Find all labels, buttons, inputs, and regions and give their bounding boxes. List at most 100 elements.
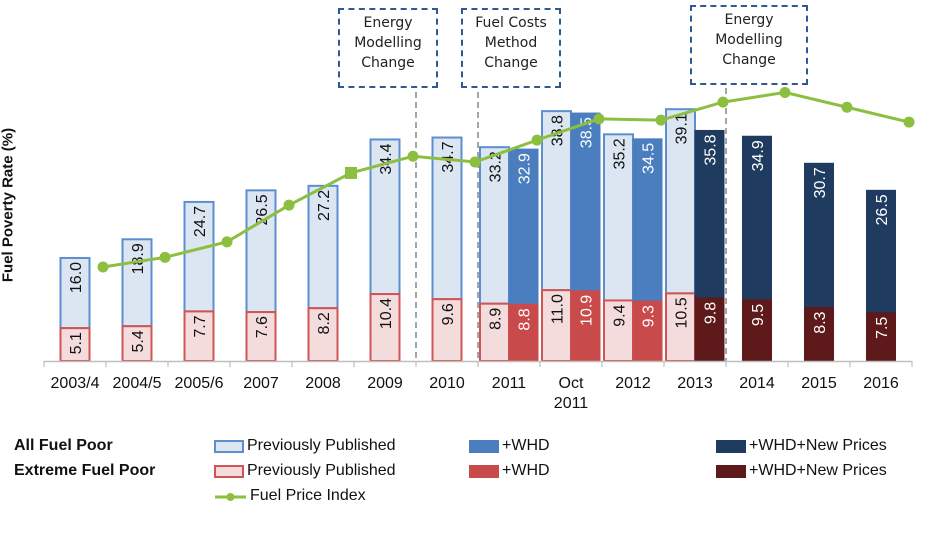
x-tick-label: 2010 — [429, 375, 465, 392]
bar-all-fuel-poor — [665, 108, 696, 295]
x-tick-label: 2012 — [615, 375, 651, 392]
annotation-line: Energy — [363, 15, 413, 31]
data-label-extreme: 9.5 — [750, 304, 767, 326]
data-label-all: 34.4 — [378, 143, 395, 174]
annotation-line: Change — [361, 55, 415, 71]
annotation-line: Change — [722, 52, 776, 68]
fuel-price-index-marker — [221, 236, 233, 248]
fuel-price-index-line — [102, 90, 910, 269]
x-tick-label: 2008 — [305, 375, 341, 392]
fuel-price-index-marker — [407, 150, 419, 162]
data-label-all: 16.0 — [68, 262, 85, 293]
annotation-line: Fuel Costs — [475, 15, 547, 31]
data-label-all: 32.9 — [517, 153, 534, 184]
legend-swatch — [214, 439, 244, 453]
data-label-extreme: 7.7 — [192, 315, 209, 337]
annotation-line: Method — [484, 35, 538, 51]
bar-extreme-fuel-poor — [369, 293, 401, 362]
data-label-extreme: 9.4 — [612, 304, 629, 326]
legend-swatch — [469, 439, 499, 453]
legend-swatch — [716, 439, 746, 453]
fuel-price-index-marker — [345, 166, 357, 179]
fuel-price-index-marker — [717, 96, 729, 108]
bar-all-fuel-poor — [245, 189, 277, 314]
bar-all-fuel-poor — [541, 110, 572, 292]
data-label-extreme: 10.5 — [674, 297, 691, 328]
bar-extreme-fuel-poor — [59, 327, 91, 363]
bar-all-fuel-poor — [694, 129, 725, 299]
legend-item-all-new: +WHD+New Prices — [716, 437, 887, 455]
data-label-extreme: 8.2 — [316, 312, 333, 334]
x-tick-label: Oct — [559, 375, 584, 392]
data-label-all: 39.1 — [674, 113, 691, 144]
data-label-all: 38.8 — [550, 115, 567, 146]
annotation-fuel-costs-method-change: Fuel Costs Method Change — [461, 8, 561, 88]
data-label-all: 18.9 — [130, 243, 147, 274]
bar-extreme-fuel-poor — [804, 307, 834, 362]
annotation-line: Modelling — [715, 32, 783, 48]
legend-swatch — [214, 464, 244, 478]
data-label-extreme: 11.0 — [550, 294, 567, 324]
bar-extreme-fuel-poor — [307, 307, 339, 362]
data-label-all: 34.9 — [750, 140, 767, 171]
bar-extreme-fuel-poor — [541, 289, 572, 362]
x-tick-label: 2016 — [863, 375, 899, 392]
legend-label: Fuel Price Index — [250, 487, 366, 504]
legend-item-fuel-price-index: Fuel Price Index — [214, 487, 366, 505]
x-tick-label: 2003/4 — [51, 375, 100, 392]
data-label-all: 26.5 — [874, 194, 891, 225]
legend-swatch — [716, 464, 746, 478]
legend-label: Previously Published — [247, 462, 396, 479]
bar-all-fuel-poor — [804, 162, 834, 309]
fuel-price-index-marker — [841, 101, 853, 113]
bar-extreme-fuel-poor — [694, 297, 725, 362]
bar-all-fuel-poor — [508, 148, 539, 305]
bar-all-fuel-poor — [866, 189, 896, 314]
x-tick-label: 2015 — [801, 375, 837, 392]
x-tick-label: 2005/6 — [175, 375, 224, 392]
legend-item-extreme-prev: Previously Published — [214, 462, 396, 480]
data-label-all: 24.7 — [192, 206, 209, 237]
legend-label: +WHD+New Prices — [749, 437, 887, 454]
legend-swatch — [469, 464, 499, 478]
data-label-extreme: 9.6 — [440, 303, 457, 325]
fuel-price-index-marker — [531, 134, 543, 146]
legend-item-all-prev: Previously Published — [214, 437, 396, 455]
bar-all-fuel-poor — [570, 112, 601, 292]
fuel-price-index-marker — [655, 114, 667, 126]
legend-label: +WHD — [502, 437, 550, 454]
bar-all-fuel-poor — [307, 184, 339, 310]
data-label-extreme: 10.4 — [378, 298, 395, 329]
x-tick-label: 2007 — [243, 375, 279, 392]
data-label-extreme: 9.8 — [703, 302, 720, 324]
fuel-price-index-marker — [593, 113, 605, 125]
data-label-all: 34.5 — [641, 143, 658, 174]
data-label-all: 34.7 — [440, 141, 457, 172]
fuel-price-index-marker — [159, 251, 171, 263]
legend-item-extreme-whd: +WHD — [469, 462, 550, 480]
data-label-all: 35.8 — [703, 134, 720, 165]
fuel-price-index-marker — [283, 199, 295, 211]
annotation-line: Energy — [724, 12, 774, 28]
x-tick-label: 2004/5 — [113, 375, 162, 392]
annotation-line: Change — [484, 55, 538, 71]
data-label-extreme: 10.9 — [579, 295, 596, 326]
x-tick-label: 2014 — [739, 375, 775, 392]
data-label-all: 35.2 — [612, 138, 629, 169]
data-label-all: 27.2 — [316, 190, 333, 221]
bar-all-fuel-poor — [431, 136, 463, 301]
bar-extreme-fuel-poor — [632, 300, 663, 362]
legend-item-extreme-new: +WHD+New Prices — [716, 462, 887, 480]
fuel-price-index-marker — [469, 156, 481, 168]
data-label-extreme: 7.6 — [254, 316, 271, 338]
data-label-extreme: 8.3 — [812, 311, 829, 333]
legend-label: Previously Published — [247, 437, 396, 454]
bar-extreme-fuel-poor — [665, 292, 696, 363]
legend-group-extreme-fuel-poor: Extreme Fuel Poor — [14, 462, 156, 479]
x-tick-label: 2011 — [492, 375, 527, 392]
data-label-extreme: 5.1 — [68, 332, 85, 354]
data-label-extreme: 5.4 — [130, 330, 147, 352]
x-tick-label: 2011 — [554, 395, 589, 412]
x-tick-label: 2009 — [367, 375, 403, 392]
